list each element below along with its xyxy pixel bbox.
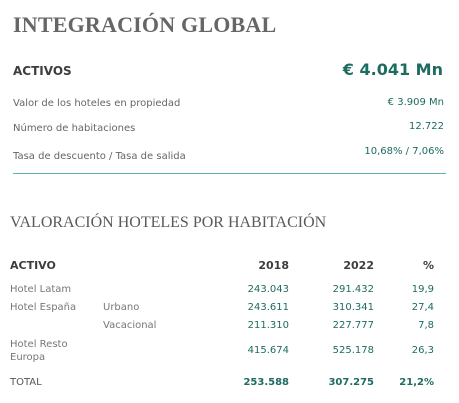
- summary-row-value-rooms: 12.722: [409, 121, 444, 132]
- cell-percent: 7,8: [418, 320, 434, 331]
- table-header-2022: 2022: [343, 259, 374, 272]
- row-label: Hotel España: [10, 302, 77, 313]
- table-header-percent: %: [422, 259, 434, 272]
- row-sublabel: Vacacional: [103, 320, 157, 331]
- cell-2022: 310.341: [332, 302, 374, 313]
- table-header-2018: 2018: [258, 259, 289, 272]
- summary-row-label-rooms: Número de habitaciones: [13, 123, 136, 134]
- cell-2018: 243.043: [247, 284, 289, 295]
- cell-2018: 211.310: [247, 320, 289, 331]
- total-percent: 21,2%: [399, 377, 434, 388]
- row-sublabel: Urbano: [103, 302, 140, 313]
- cell-percent: 26,3: [411, 345, 434, 356]
- row-label: Hotel Latam: [10, 284, 72, 295]
- summary-row-label-hotel-value: Valor de los hoteles en propiedad: [13, 98, 181, 109]
- total-2022: 307.275: [328, 377, 374, 388]
- activos-value: € 4.041 Mn: [342, 60, 443, 79]
- section-title-integracion-global: INTEGRACIÓN GLOBAL: [13, 12, 277, 37]
- summary-row-value-hotel-value: € 3.909 Mn: [387, 97, 444, 108]
- summary-row-value-discount-rate: 10,68% / 7,06%: [364, 146, 444, 157]
- total-2018: 253.588: [243, 377, 289, 388]
- cell-2022: 227.777: [332, 320, 374, 331]
- cell-percent: 19,9: [411, 284, 434, 295]
- activos-label: ACTIVOS: [13, 64, 72, 78]
- cell-percent: 27,4: [411, 302, 434, 313]
- section-divider: [13, 173, 446, 174]
- row-label: Hotel Resto Europa: [10, 339, 68, 363]
- total-label: TOTAL: [10, 377, 42, 388]
- cell-2018: 243.611: [247, 302, 289, 313]
- section-title-valoracion: VALORACIÓN HOTELES POR HABITACIÓN: [10, 214, 327, 231]
- cell-2018: 415.674: [247, 345, 289, 356]
- table-header-activo: ACTIVO: [10, 259, 56, 272]
- cell-2022: 525.178: [332, 345, 374, 356]
- cell-2022: 291.432: [332, 284, 374, 295]
- summary-row-label-discount-rate: Tasa de descuento / Tasa de salida: [13, 151, 186, 162]
